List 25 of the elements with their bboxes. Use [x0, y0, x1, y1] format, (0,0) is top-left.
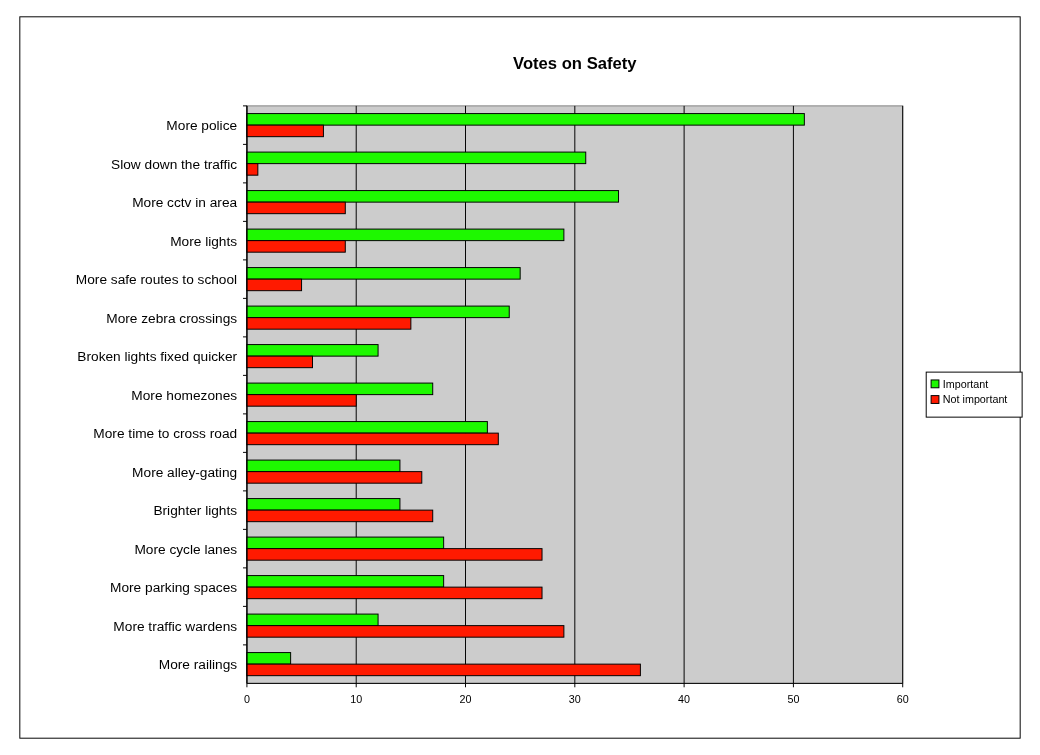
y-tick-label: More cctv in area: [132, 195, 238, 211]
y-tick-label: More cycle lanes: [134, 541, 238, 557]
x-tick-label: 30: [568, 692, 581, 705]
x-tick-label: 0: [243, 692, 250, 705]
y-tick-label: More traffic wardens: [113, 618, 238, 634]
legend-label: Not important: [942, 393, 1008, 406]
y-tick-label: More time to cross road: [93, 426, 238, 442]
y-tick-label: More alley-gating: [132, 464, 238, 480]
y-tick-label: More lights: [170, 233, 238, 249]
y-tick-label: More safe routes to school: [75, 272, 238, 288]
x-tick-label: 60: [896, 692, 909, 705]
y-tick-label: More zebra crossings: [106, 310, 238, 326]
legend-label: Important: [942, 377, 989, 390]
x-tick-label: 50: [787, 692, 800, 705]
y-tick-label: Brighter lights: [153, 503, 238, 519]
x-tick-label: 20: [459, 692, 472, 705]
y-tick-label: Broken lights fixed quicker: [77, 349, 238, 365]
y-tick-label: More homezones: [131, 387, 238, 403]
y-tick-label: More police: [166, 118, 238, 134]
y-tick-label: More railings: [158, 657, 238, 673]
y-tick-label: Slow down the traffic: [111, 156, 238, 172]
x-tick-label: 10: [350, 692, 363, 705]
x-tick-label: 40: [678, 692, 691, 705]
chart-title: Votes on Safety: [513, 53, 638, 73]
y-tick-label: More parking spaces: [110, 580, 238, 596]
